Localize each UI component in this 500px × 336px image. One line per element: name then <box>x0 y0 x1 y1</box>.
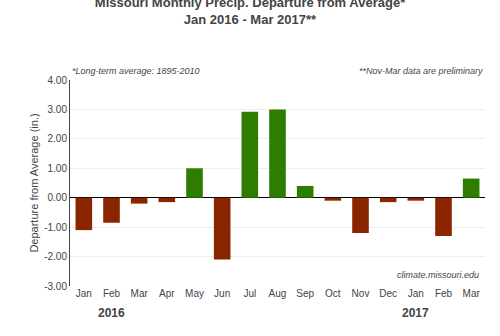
svg-text:Missouri Monthly Precip. Depar: Missouri Monthly Precip. Departure from … <box>95 0 406 27</box>
svg-text:Mar: Mar <box>463 288 481 299</box>
svg-text:Departure from Average (in.): Departure from Average (in.) <box>28 113 40 252</box>
svg-text:1.00: 1.00 <box>48 163 68 174</box>
svg-text:2016: 2016 <box>98 306 125 320</box>
svg-text:climate.missouri.edu: climate.missouri.edu <box>397 270 479 280</box>
svg-text:May: May <box>185 288 204 299</box>
svg-text:Feb: Feb <box>103 288 121 299</box>
svg-text:**Nov-Mar data are preliminary: **Nov-Mar data are preliminary <box>359 66 483 76</box>
svg-text:Oct: Oct <box>325 288 341 299</box>
svg-text:Jan: Jan <box>408 288 424 299</box>
svg-text:2017: 2017 <box>402 306 429 320</box>
svg-text:4.00: 4.00 <box>48 75 68 86</box>
svg-text:0.00: 0.00 <box>48 192 68 203</box>
svg-text:Feb: Feb <box>435 288 453 299</box>
svg-text:Dec: Dec <box>379 288 397 299</box>
svg-text:Jan: Jan <box>76 288 92 299</box>
svg-text:Nov: Nov <box>352 288 370 299</box>
svg-text:-3.00: -3.00 <box>44 281 67 292</box>
svg-text:Jul: Jul <box>243 288 256 299</box>
svg-text:2.00: 2.00 <box>48 133 68 144</box>
svg-text:3.00: 3.00 <box>48 104 68 115</box>
svg-text:Aug: Aug <box>269 288 287 299</box>
svg-text:Jun: Jun <box>214 288 230 299</box>
svg-text:-1.00: -1.00 <box>44 222 67 233</box>
svg-text:-2.00: -2.00 <box>44 251 67 262</box>
svg-text:Mar: Mar <box>131 288 149 299</box>
svg-text:Sep: Sep <box>296 288 314 299</box>
svg-text:*Long-term average: 1895-2010: *Long-term average: 1895-2010 <box>72 66 200 76</box>
svg-text:Apr: Apr <box>159 288 175 299</box>
